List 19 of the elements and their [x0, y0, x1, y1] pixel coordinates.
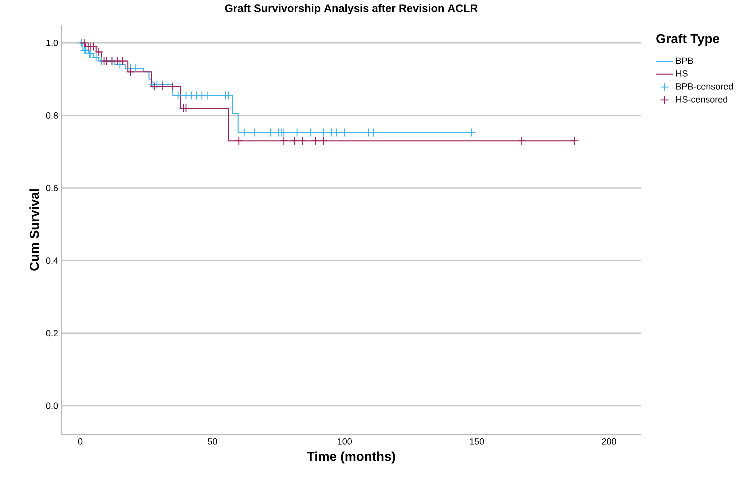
- x-tick-label: 0: [78, 438, 83, 445]
- x-tick-label: 50: [208, 438, 218, 445]
- legend-title: Graft Type: [656, 34, 720, 46]
- x-tick-label: 100: [338, 438, 352, 445]
- legend-label: HS-censored: [676, 96, 728, 103]
- y-tick-label: 0.4: [46, 258, 58, 264]
- y-tick-label: 0.8: [46, 112, 58, 119]
- x-tick-label: 200: [602, 438, 616, 445]
- y-tick-label: 0.0: [46, 402, 58, 410]
- y-tick-label: 0.6: [46, 185, 58, 192]
- chart-title: Graft Survivorship Analysis after Revision ACLR: [225, 4, 478, 14]
- legend-label: BPB: [676, 58, 694, 64]
- legend-label: HS: [676, 70, 688, 77]
- y-tick-label: 1.0: [46, 40, 58, 46]
- x-axis-title: Time (months): [307, 452, 396, 464]
- y-axis-title: Cum Survival: [30, 190, 40, 271]
- y-tick-label: 0.2: [46, 330, 58, 337]
- legend-label: BPB-censored: [676, 83, 733, 90]
- x-tick-label: 150: [470, 438, 484, 445]
